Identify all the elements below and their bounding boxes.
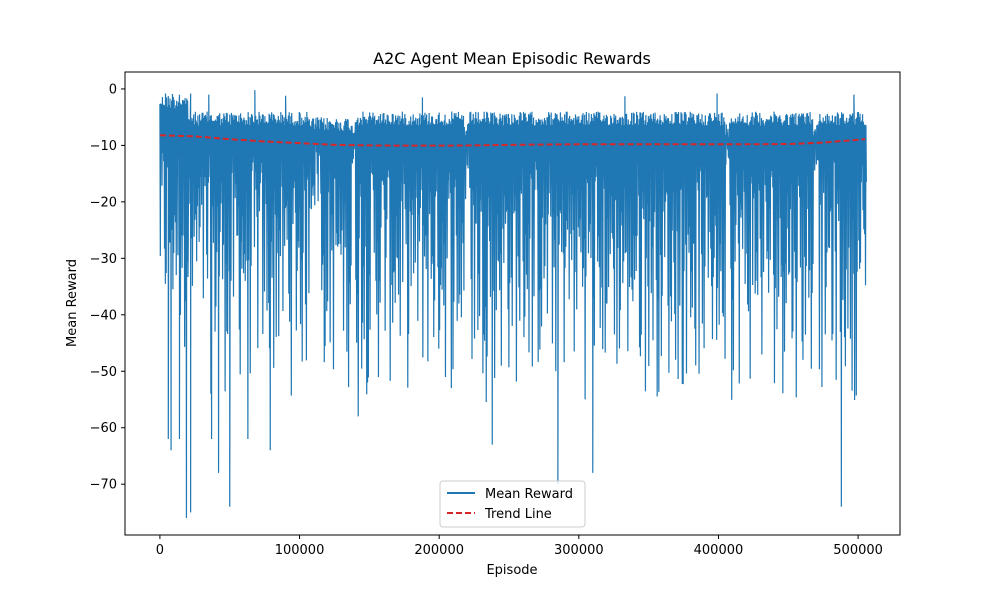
y-tick-label: −10	[90, 139, 117, 154]
x-tick-label: 400000	[694, 543, 744, 558]
legend-label-mean-reward: Mean Reward	[485, 487, 573, 502]
y-tick-label: −30	[90, 252, 117, 267]
x-tick-label: 200000	[414, 543, 464, 558]
legend: Mean Reward Trend Line	[439, 480, 586, 528]
legend-label-trend-line: Trend Line	[484, 507, 552, 522]
x-axis-ticks: 0 100000 200000 300000 400000 500000	[156, 535, 883, 558]
y-tick-label: −50	[90, 365, 117, 380]
plot-frame	[124, 71, 901, 536]
legend-box	[439, 480, 586, 528]
x-axis-label: Episode	[486, 563, 537, 578]
y-axis-label: Mean Reward	[65, 259, 80, 347]
series-line-mean-reward	[159, 90, 867, 519]
y-tick-label: −20	[90, 195, 117, 210]
x-tick-label: 300000	[554, 543, 604, 558]
chart-title: A2C Agent Mean Episodic Rewards	[373, 49, 651, 68]
y-tick-label: −60	[90, 421, 117, 436]
y-tick-label: −70	[90, 478, 117, 493]
x-tick-label: 100000	[275, 543, 325, 558]
y-tick-label: 0	[109, 82, 117, 97]
x-tick-label: 500000	[833, 543, 883, 558]
data-layer	[159, 90, 867, 519]
x-tick-label: 0	[156, 543, 164, 558]
y-axis-ticks: 0 −10 −20 −30 −40 −50 −60 −70	[90, 82, 125, 493]
y-tick-label: −40	[90, 308, 117, 323]
